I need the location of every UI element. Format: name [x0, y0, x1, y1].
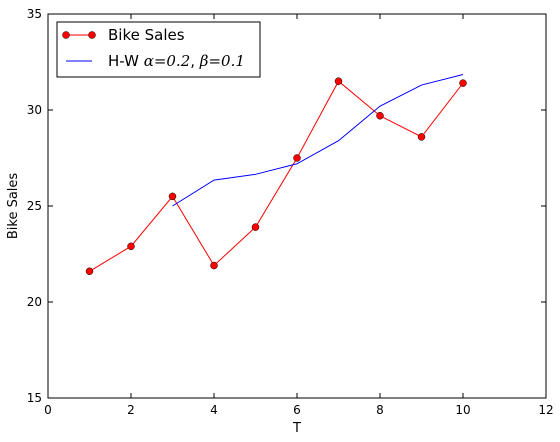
x-tick-label: 2	[127, 403, 135, 417]
data-point-bike-sales	[293, 154, 301, 162]
legend-box	[56, 21, 261, 78]
x-tick-label: 12	[538, 403, 553, 417]
series-line-bike-sales	[89, 80, 464, 272]
plot-frame	[47, 13, 547, 399]
data-point-bike-sales	[210, 261, 218, 270]
y-tick-label: 25	[27, 199, 42, 213]
legend-label-bike-sales: Bike Sales	[108, 26, 185, 44]
legend-label-hw-beta: β=0.1	[199, 52, 245, 70]
data-point-bike-sales	[334, 77, 343, 85]
y-tick-label: 35	[27, 7, 42, 21]
x-tick-label: 4	[210, 403, 218, 417]
series-line-hw-fit	[172, 73, 464, 207]
data-point-bike-sales	[417, 133, 426, 141]
y-axis-label: Bike Sales	[6, 173, 21, 240]
y-tick-label: 20	[27, 295, 42, 309]
legend: Bike Sales H-W α=0.2, β=0.1	[56, 21, 261, 78]
data-point-bike-sales	[85, 267, 94, 276]
data-point-bike-sales	[168, 192, 177, 201]
data-point-bike-sales	[251, 223, 260, 231]
data-point-bike-sales	[459, 79, 467, 87]
legend-marker-bike-sales-end	[88, 31, 96, 39]
x-tick-label: 8	[376, 403, 384, 417]
x-axis-label: T	[292, 421, 301, 436]
x-tick-label: 0	[44, 403, 52, 417]
legend-label-hw-comma: ,	[190, 52, 200, 70]
y-tick-label: 15	[27, 391, 42, 405]
legend-label-hw: H-W α=0.2, β=0.1	[108, 52, 245, 70]
legend-label-hw-alpha: α=0.2	[144, 52, 191, 70]
x-tick-label: 10	[455, 403, 470, 417]
y-tick-label: 30	[27, 103, 42, 117]
data-point-bike-sales	[127, 242, 135, 251]
data-point-bike-sales	[376, 112, 384, 120]
x-tick-label: 6	[293, 403, 301, 417]
legend-label-hw-prefix: H-W	[108, 52, 144, 70]
series-layer	[85, 73, 467, 276]
axis-ticks: 0 2 4 6 8 10 12 15 20 25 30 35	[27, 7, 554, 417]
legend-marker-bike-sales	[62, 31, 70, 39]
